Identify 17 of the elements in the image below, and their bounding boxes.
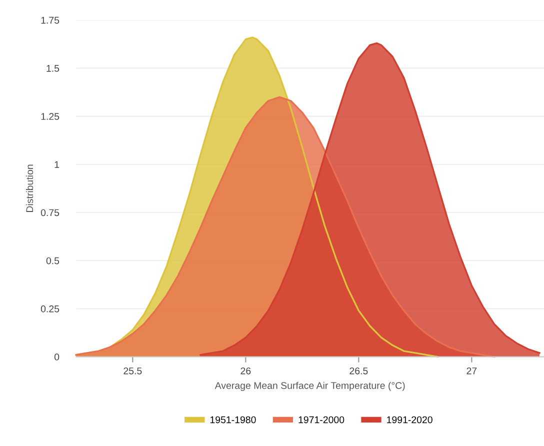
y-tick-label: 0.25 [40,305,60,312]
y-tick-label: 0.5 [46,257,60,264]
x-tick-label: 25.5 [124,367,142,374]
x-tick-label: 27 [466,367,477,374]
y-tick-label: 0.75 [40,209,60,216]
y-axis-title: Distribution [26,164,34,212]
x-axis-title: Average Mean Surface Air Temperature (°C) [214,382,405,391]
y-tick-label: 1 [54,161,60,168]
y-tick-label: 0 [54,354,60,360]
x-tick-label: 26.5 [350,367,368,374]
legend-label: 1951-1980 [210,416,256,424]
y-tick-label: 1.25 [41,113,60,120]
legend-label: 1971-2000 [298,416,344,424]
y-tick-label: 1.75 [41,16,60,24]
y-tick-label: 1.5 [46,65,60,72]
x-tick-label: 26 [240,367,251,374]
legend-label: 1991-2020 [387,416,432,424]
